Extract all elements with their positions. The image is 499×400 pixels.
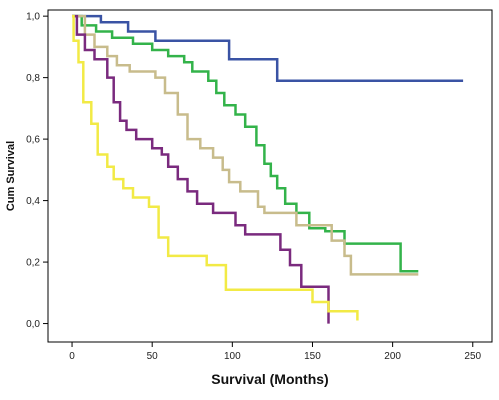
y-tick-label: 0,0 bbox=[26, 319, 40, 330]
x-tick-label: 100 bbox=[224, 351, 241, 362]
y-tick-label: 0,4 bbox=[26, 196, 40, 207]
survival-curves bbox=[72, 14, 464, 324]
survival-curve-5 bbox=[72, 14, 359, 321]
survival-curve-2 bbox=[72, 14, 419, 273]
survival-curve-4 bbox=[72, 14, 330, 324]
x-tick-label: 50 bbox=[147, 351, 159, 362]
y-tick-label: 0,6 bbox=[26, 135, 40, 146]
y-axis-title: Cum Survival bbox=[5, 141, 17, 211]
plot-frame bbox=[47, 9, 493, 343]
x-tick-label: 0 bbox=[69, 351, 75, 362]
y-tick-label: 1,0 bbox=[26, 12, 40, 23]
y-tick-label: 0,8 bbox=[26, 73, 40, 84]
y-axis-ticks: 0,0 0,2 0,4 0,6 0,8 1,0 bbox=[26, 12, 48, 330]
x-tick-label: 200 bbox=[384, 351, 401, 362]
x-tick-label: 250 bbox=[464, 351, 481, 362]
survival-curve-3 bbox=[72, 14, 419, 276]
survival-curve-1 bbox=[72, 14, 464, 82]
x-tick-label: 150 bbox=[304, 351, 321, 362]
y-tick-label: 0,2 bbox=[26, 258, 40, 269]
x-axis-title: Survival (Months) bbox=[211, 371, 328, 387]
x-axis-ticks: 0 50 100 150 200 250 bbox=[69, 342, 482, 362]
